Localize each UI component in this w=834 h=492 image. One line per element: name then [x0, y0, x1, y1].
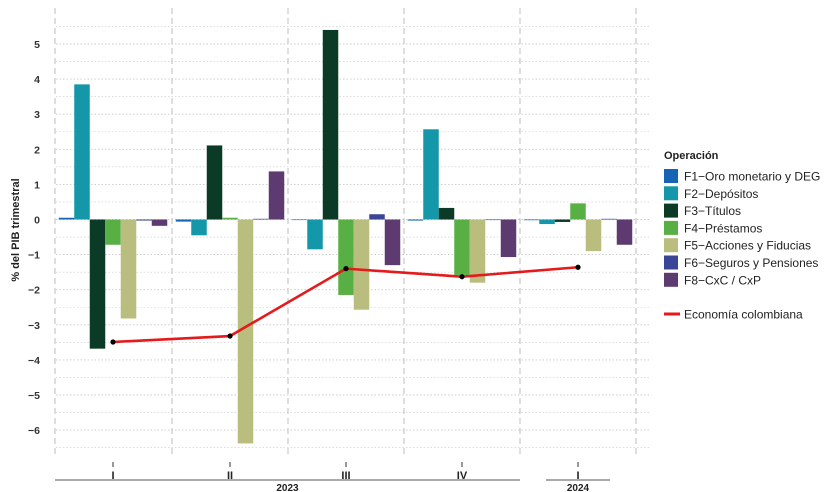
- y-tick-label: 5: [34, 39, 40, 51]
- legend-entry: F5−Acciones y Fiducias: [684, 239, 811, 253]
- bar: [307, 219, 323, 250]
- legend-swatch: [664, 272, 678, 287]
- y-tick-label: 1: [34, 179, 40, 191]
- legend-swatch: [664, 238, 678, 253]
- bar: [384, 219, 401, 266]
- y-tick-label: −4: [28, 355, 40, 367]
- year-label: 2023: [276, 483, 299, 492]
- y-axis-label: % del PIB trimestral: [10, 178, 22, 281]
- line-point: [227, 333, 233, 339]
- bar: [58, 217, 75, 220]
- bar: [222, 217, 238, 220]
- line-point: [459, 274, 465, 280]
- bar: [291, 219, 308, 221]
- legend-swatch: [664, 220, 678, 235]
- legend-entry: F4−Préstamos: [684, 221, 762, 235]
- bar: [237, 219, 254, 444]
- bar: [175, 219, 192, 222]
- bar: [151, 219, 168, 226]
- y-axis: −6 −5 −4 −3 −2 −1 0 1 2 3 4 5: [28, 39, 40, 437]
- bar-series-group: [58, 29, 633, 444]
- bar: [89, 219, 106, 349]
- plot-gridlines: [54, 8, 650, 458]
- bar: [322, 29, 339, 220]
- x-tick-label: I: [111, 470, 114, 482]
- line-point: [110, 339, 116, 345]
- bar: [485, 219, 501, 221]
- y-tick-label: 0: [34, 215, 40, 227]
- x-tick-label: IV: [457, 470, 468, 482]
- y-tick-label: −5: [28, 390, 40, 402]
- x-tick-label: I: [576, 470, 579, 482]
- legend: Operación F1−Oro monetario y DEG F2−Depós…: [664, 150, 820, 322]
- y-tick-label: −1: [28, 250, 40, 262]
- x-tick-label: II: [227, 470, 233, 482]
- bar: [554, 219, 571, 222]
- bar: [570, 203, 586, 220]
- bar: [601, 218, 617, 220]
- bar: [469, 219, 486, 283]
- bar: [105, 219, 121, 245]
- year-label: 2024: [567, 483, 590, 492]
- line-point: [343, 266, 349, 272]
- legend-swatch: [664, 203, 678, 218]
- bar: [191, 219, 207, 236]
- bar: [539, 219, 555, 225]
- legend-entry: Economía colombiana: [684, 308, 803, 322]
- legend-entry: F8−CxC / CxP: [684, 273, 761, 287]
- bar: [523, 219, 540, 221]
- legend-swatch: [664, 186, 678, 201]
- bar: [353, 219, 370, 310]
- bar: [585, 219, 602, 252]
- legend-entry: F2−Depósitos: [684, 187, 758, 201]
- bar: [500, 219, 517, 258]
- bar: [206, 145, 223, 220]
- bar: [407, 219, 424, 221]
- bar: [120, 219, 137, 319]
- bar: [616, 219, 633, 245]
- legend-entry: F1−Oro monetario y DEG: [684, 170, 820, 184]
- y-tick-label: −2: [28, 285, 40, 297]
- y-tick-label: −6: [28, 425, 40, 437]
- y-tick-label: 4: [34, 74, 40, 86]
- line-series-group: [110, 264, 581, 345]
- line-point: [575, 264, 581, 270]
- bar: [136, 219, 152, 221]
- bar: [454, 219, 470, 275]
- bar: [369, 214, 385, 220]
- legend-entry: F3−Títulos: [684, 204, 741, 218]
- bar: [338, 219, 354, 295]
- bar: [74, 84, 90, 220]
- legend-title: Operación: [664, 150, 719, 162]
- y-tick-label: −3: [28, 320, 40, 332]
- legend-entry: F6−Seguros y Pensiones: [684, 256, 818, 270]
- bar: [438, 207, 455, 220]
- x-tick-label: III: [341, 470, 350, 482]
- y-tick-label: 3: [34, 109, 40, 121]
- y-tick-label: 2: [34, 144, 40, 156]
- bar: [423, 129, 439, 220]
- legend-swatch: [664, 169, 678, 183]
- legend-swatch: [664, 255, 678, 270]
- bar: [253, 218, 269, 220]
- bar: [268, 171, 285, 220]
